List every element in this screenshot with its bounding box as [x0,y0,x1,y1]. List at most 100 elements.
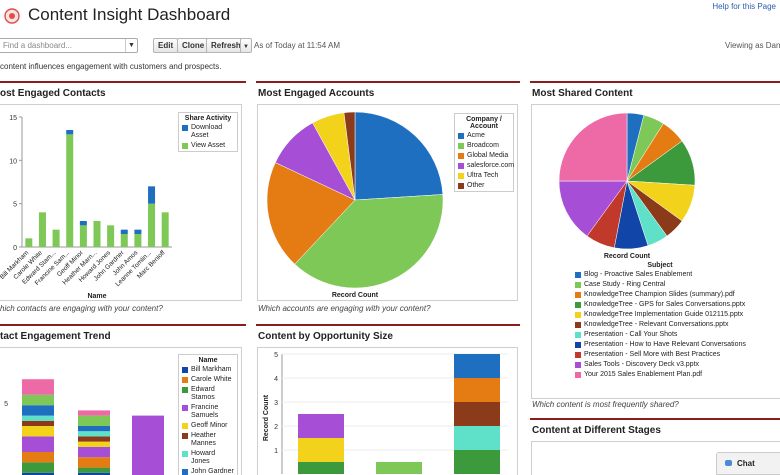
legend-swatch [182,387,188,393]
legend-item: Download Asset [179,123,237,141]
chart-trend[interactable]: 5 Name Bill Markham Carole White Edward St… [0,347,242,475]
legend-label: Case Study - Ring Central [584,281,666,288]
panel-accent-bar [530,81,780,83]
bar [148,186,156,204]
bar [454,402,500,426]
legend-item: Broadcom [455,141,513,151]
find-dashboard-placeholder: Find a dashboard... [3,41,72,50]
bar [78,441,110,447]
legend-label: Heather Mannes [191,432,216,447]
bar [134,229,142,234]
legend-label: Presentation - Call Your Shots [584,331,678,338]
bar [38,212,46,247]
legend-item: Sales Tools - Discovery Deck v3.pptx [572,360,780,370]
bar [132,415,164,475]
x-axis-label: Name [87,293,106,300]
panel-footer-accounts: Which accounts are engaging with your co… [258,304,431,313]
legend-swatch [575,332,581,338]
chat-widget[interactable]: Chat [716,452,780,475]
panel-accent-bar [256,81,520,83]
bar [79,225,87,247]
panel-title-trend: tact Engagement Trend [0,331,111,342]
chevron-down-icon[interactable]: ▼ [125,39,137,52]
panel-title-stages: Content at Different Stages [532,425,661,436]
y-tick-label: 3 [274,400,278,407]
legend-label: Ultra Tech [467,172,499,179]
y-tick-label: 0 [13,245,17,252]
pie-slice [354,111,444,201]
help-link[interactable]: Help for this Page [712,2,776,11]
legend-item: Geoff Minor [179,421,237,431]
legend-accounts: Company / Account Acme Broadcom Global Med… [454,113,514,192]
chart-contacts[interactable]: 0 5 10 15 Bill Markham Carole White Edward Sta… [0,104,242,301]
y-tick-label: 2 [274,424,278,431]
legend-label: Your 2015 Sales Enablement Plan.pdf [584,371,703,378]
refresh-options-button[interactable]: ▼ [240,38,252,53]
y-tick-label: 15 [9,115,17,122]
panel-accent-bar [256,324,520,326]
chart-opportunity[interactable]: 1 2 3 4 5 Record Count [257,347,518,475]
bar [161,212,169,247]
bar [78,446,110,458]
panel-title-contacts: ost Engaged Contacts [0,88,106,99]
chart-accounts[interactable]: Record Count Company / Account Acme Broad… [257,104,518,301]
chevron-down-icon: ▼ [243,44,249,50]
bar [22,426,54,437]
legend-label: KnowledgeTree Champion Slides (summary).… [584,291,735,298]
bar [22,394,54,406]
legend-label: salesforce.com [467,162,515,169]
bar [148,203,156,247]
bar [22,379,54,395]
legend-item: Edward Stamos [179,385,237,403]
legend-swatch [575,282,581,288]
legend-label: Global Media [467,152,509,159]
legend-item: Francine Samuels [179,403,237,421]
legend-item: John Gardner [179,467,237,475]
bar [298,438,344,462]
legend-item: Presentation - Call Your Shots [572,330,780,340]
chart-shared[interactable]: Record Count Subject Blog - Proactive Sa… [531,104,780,399]
y-tick-label: 5 [274,352,278,359]
legend-title: Subject [647,262,673,269]
legend-trend: Name Bill Markham Carole White Edward Stam… [178,354,238,475]
legend-swatch [182,469,188,475]
legend-contacts: Share Activity Download Asset View Asset [178,112,238,152]
legend-label: Presentation - How to Have Relevant Conv… [584,341,746,348]
pie-axis-label: Record Count [604,253,651,260]
legend-label: Francine Samuels [191,404,219,419]
legend-item: Ultra Tech [455,171,513,181]
legend-swatch [458,143,464,149]
legend-item: Case Study - Ring Central [572,280,780,290]
bar [107,225,115,247]
legend-item: Bill Markham [179,365,237,375]
legend-swatch [458,183,464,189]
bar [93,221,101,247]
pie-slice [558,180,628,237]
panel-title-accounts: Most Engaged Accounts [258,88,375,99]
bar [454,354,500,378]
bar [52,229,60,247]
legend-item: KnowledgeTree Champion Slides (summary).… [572,290,780,300]
legend-item: KnowledgeTree - GPS for Sales Conversati… [572,300,780,310]
clone-button[interactable]: Clone [177,38,210,53]
panel-accent-bar [0,81,246,83]
y-tick-label: 4 [274,376,278,383]
legend-item: Other [455,181,513,191]
bar [22,405,54,416]
bar [79,221,87,226]
legend-swatch [575,292,581,298]
legend-item: Presentation - How to Have Relevant Conv… [572,340,780,350]
bar [78,472,110,475]
legend-label: John Gardner [191,468,234,475]
legend-swatch [575,312,581,318]
legend-item: Presentation - Sell More with Best Pract… [572,350,780,360]
panel-title-opportunity: Content by Opportunity Size [258,331,393,342]
edit-button[interactable]: Edit [153,38,179,53]
opportunity-bar-chart: 1 2 3 4 5 Record Count [263,352,508,474]
legend-title: Name [198,357,218,364]
bar [120,234,128,247]
bar [66,130,74,135]
legend-swatch [575,352,581,358]
find-dashboard-input[interactable]: Find a dashboard... ▼ [0,38,138,53]
legend-swatch [458,133,464,139]
